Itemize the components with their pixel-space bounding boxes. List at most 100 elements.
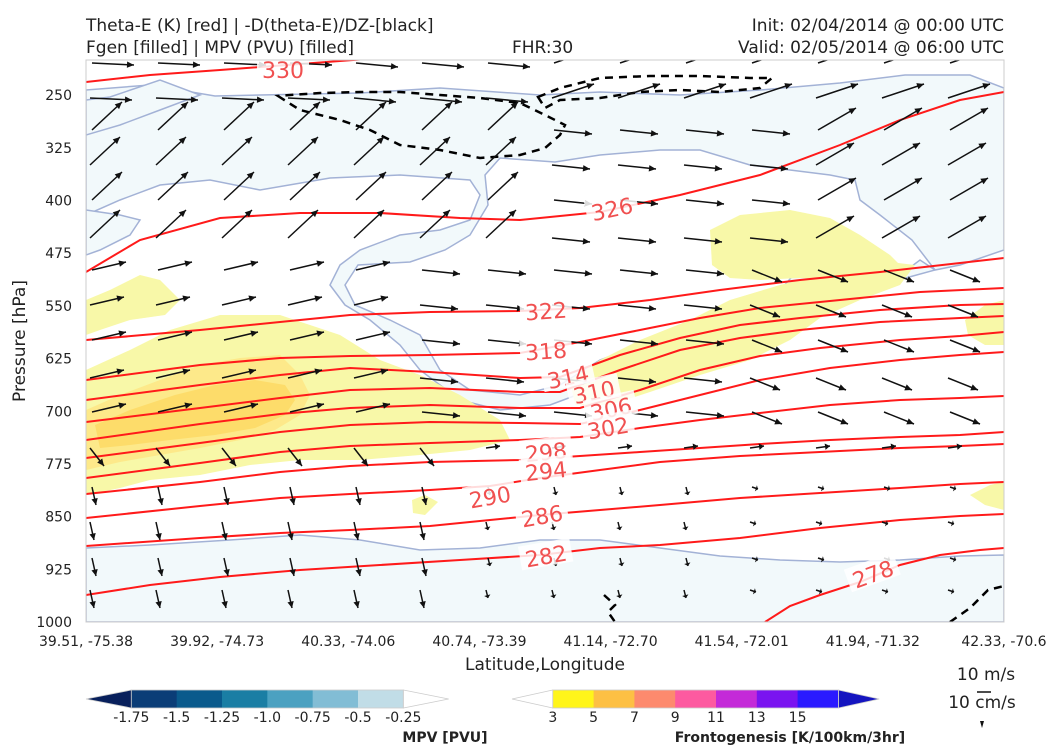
wind-arrow bbox=[157, 61, 201, 68]
theta-e-label-bg bbox=[517, 537, 574, 571]
wind-arrow bbox=[749, 588, 757, 595]
wind-arrow bbox=[223, 557, 230, 577]
wind-arrow bbox=[751, 556, 759, 563]
wind-arrow bbox=[487, 269, 527, 277]
y-tick-label: 250 bbox=[45, 88, 72, 104]
wind-arrow bbox=[157, 402, 193, 413]
colorbar-swatch bbox=[312, 690, 359, 708]
wind-arrow bbox=[947, 215, 987, 239]
wind-arrow bbox=[617, 83, 661, 99]
colorbar-swatch bbox=[716, 690, 758, 708]
wind-arrow bbox=[157, 557, 164, 577]
wind-arrow bbox=[749, 304, 781, 318]
colorbar-swatch bbox=[131, 690, 178, 708]
wind-arrow bbox=[89, 136, 121, 166]
wind-arrow bbox=[815, 588, 823, 595]
y-axis-ticks: 250 325 400 475 550 625 700 775 850 925 1000 bbox=[36, 88, 72, 631]
wind-arrow bbox=[287, 295, 323, 306]
theta-e-label-bg bbox=[513, 497, 570, 531]
wind-arrow bbox=[617, 164, 657, 172]
colorbar-outline bbox=[130, 689, 404, 709]
mpv-colorbar: -1.75 -1.5 -1.25 -1.0 -0.75 -0.5 -0.25 bbox=[85, 689, 449, 726]
wind-reference-key: 10 m/s 10 cm/s bbox=[948, 665, 1016, 728]
stability-contour-bottomright bbox=[949, 584, 1004, 622]
wind-arrow bbox=[353, 447, 369, 467]
wind-arrow bbox=[949, 411, 981, 425]
wind-arrow bbox=[619, 269, 659, 277]
wind-arrow bbox=[685, 339, 725, 347]
colorbar-swatch bbox=[176, 690, 223, 708]
wind-arrow bbox=[947, 377, 979, 391]
wind-arrow bbox=[421, 62, 465, 70]
wind-arrow bbox=[91, 101, 123, 131]
fgen-region-topleft-blob bbox=[86, 275, 180, 335]
wind-arrow bbox=[751, 60, 764, 64]
colorbar-extend-right bbox=[402, 689, 449, 709]
wind-arrow bbox=[419, 136, 451, 166]
wind-arrow bbox=[817, 177, 857, 201]
wind-arrow bbox=[221, 368, 257, 379]
wind-arrow bbox=[353, 521, 360, 541]
wind-arrow bbox=[353, 589, 360, 609]
theta-e-label-bg bbox=[518, 454, 573, 484]
wind-arrow bbox=[883, 269, 915, 283]
x-tick-label: 41.14, -72.70 bbox=[564, 634, 658, 650]
colorbar-swatch bbox=[267, 690, 314, 708]
wind-arrow bbox=[815, 520, 823, 527]
wind-arrow bbox=[419, 589, 426, 609]
x-tick-label: 41.94, -71.32 bbox=[826, 634, 920, 650]
wind-arrow bbox=[881, 215, 921, 239]
wind-arrow bbox=[619, 129, 659, 137]
colorbar-tick-label: -1.5 bbox=[163, 710, 190, 726]
colorbar-tick-label: 15 bbox=[789, 710, 807, 726]
wind-arrow bbox=[155, 589, 162, 609]
wind-arrow bbox=[883, 60, 896, 64]
wind-arrow bbox=[749, 237, 789, 245]
wind-arrow bbox=[685, 411, 725, 419]
wind-arrow bbox=[949, 556, 957, 563]
y-tick-label: 325 bbox=[45, 141, 72, 157]
wind-arrow bbox=[683, 164, 723, 172]
wind-arrow bbox=[881, 377, 913, 391]
wind-arrow bbox=[881, 443, 897, 450]
wind-arrow bbox=[683, 377, 723, 385]
wind-arrow bbox=[685, 60, 698, 64]
wind-arrow bbox=[419, 304, 459, 312]
y-tick-label: 625 bbox=[45, 352, 72, 368]
wind-arrow bbox=[684, 486, 691, 496]
wind-arrow bbox=[421, 339, 461, 347]
wind-arrow bbox=[89, 521, 96, 541]
wind-arrow bbox=[751, 199, 791, 207]
colorbar-swatch bbox=[222, 690, 268, 708]
theta-e-label-bg bbox=[461, 478, 518, 512]
y-tick-label: 400 bbox=[45, 194, 72, 210]
wind-arrow bbox=[683, 83, 727, 99]
wind-arrow bbox=[419, 521, 426, 541]
colorbar-outline bbox=[552, 689, 839, 709]
wind-arrow bbox=[749, 83, 793, 99]
wind-arrow bbox=[353, 295, 389, 306]
mpv-region-lower bbox=[86, 534, 1004, 622]
wind-arrow bbox=[89, 96, 133, 103]
stability-contour-bottom bbox=[603, 594, 617, 622]
wind-arrow bbox=[883, 177, 923, 201]
wind-arrow bbox=[553, 60, 566, 64]
wind-arrow bbox=[883, 107, 923, 131]
mpv-region-topleft bbox=[86, 79, 203, 136]
wind-arrow bbox=[487, 101, 519, 131]
fgen-region-upper-right bbox=[710, 210, 905, 280]
wind-arrow bbox=[617, 443, 633, 450]
wind-arrow bbox=[749, 520, 757, 527]
wind-arrow bbox=[287, 589, 294, 609]
wind-arrow bbox=[815, 83, 859, 99]
x-tick-label: 40.33, -74.06 bbox=[301, 634, 395, 650]
wind-arrow bbox=[817, 485, 825, 492]
wind-arrow bbox=[485, 209, 517, 239]
wind-arrow bbox=[287, 96, 331, 103]
wind-arrow bbox=[682, 521, 689, 531]
wind-reference-vertical-arrow bbox=[980, 721, 984, 728]
fgen-region-small bbox=[412, 495, 438, 515]
wind-arrow bbox=[815, 443, 831, 450]
wind-arrow bbox=[289, 101, 321, 131]
wind-arrow bbox=[289, 486, 296, 506]
